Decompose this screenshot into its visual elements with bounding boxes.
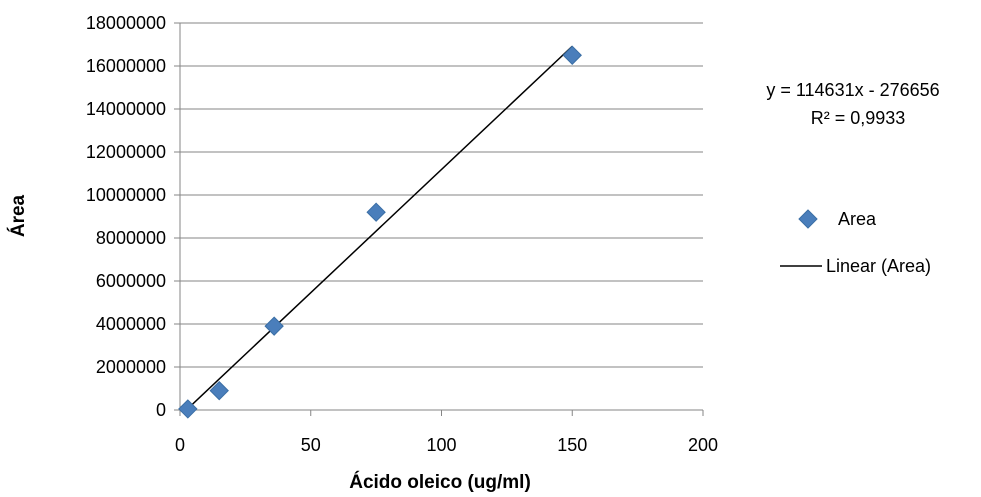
y-tick-labels: 0 2000000 4000000 6000000 8000000 10000000 120… bbox=[86, 13, 166, 420]
legend-label-linear: Linear (Area) bbox=[826, 256, 931, 276]
x-tick-label: 50 bbox=[301, 435, 321, 455]
y-tick-label: 10000000 bbox=[86, 185, 166, 205]
data-point bbox=[366, 202, 386, 222]
x-tick-label: 150 bbox=[557, 435, 587, 455]
trendline-r-squared: R² = 0,9933 bbox=[811, 108, 906, 128]
y-tick-label: 16000000 bbox=[86, 56, 166, 76]
x-tick-labels: 0 50 100 150 200 bbox=[175, 435, 718, 455]
x-tick-label: 0 bbox=[175, 435, 185, 455]
y-tick-label: 8000000 bbox=[96, 228, 166, 248]
legend-label-area: Area bbox=[838, 209, 877, 229]
legend: Area Linear (Area) bbox=[780, 209, 931, 276]
y-tick-label: 4000000 bbox=[96, 314, 166, 334]
trendline-equation: y = 114631x - 276656 bbox=[766, 80, 939, 100]
y-tick-label: 2000000 bbox=[96, 357, 166, 377]
x-tick-label: 100 bbox=[426, 435, 456, 455]
axes bbox=[179, 23, 704, 416]
y-tick-label: 0 bbox=[156, 400, 166, 420]
y-axis-title: Área bbox=[7, 194, 29, 237]
data-point bbox=[209, 380, 229, 401]
x-tick-label: 200 bbox=[688, 435, 718, 455]
x-axis-title: Ácido oleico (ug/ml) bbox=[349, 471, 531, 493]
data-point bbox=[264, 316, 284, 336]
grid-lines bbox=[174, 22, 703, 411]
trendline-layer bbox=[185, 45, 573, 411]
y-tick-label: 6000000 bbox=[96, 271, 166, 291]
y-tick-label: 14000000 bbox=[86, 99, 166, 119]
y-tick-label: 12000000 bbox=[86, 142, 166, 162]
y-tick-label: 18000000 bbox=[86, 13, 166, 33]
trendline bbox=[185, 45, 573, 411]
data-point bbox=[178, 399, 198, 419]
data-points bbox=[178, 45, 582, 419]
data-point bbox=[562, 45, 582, 65]
legend-marker-diamond bbox=[798, 209, 818, 229]
